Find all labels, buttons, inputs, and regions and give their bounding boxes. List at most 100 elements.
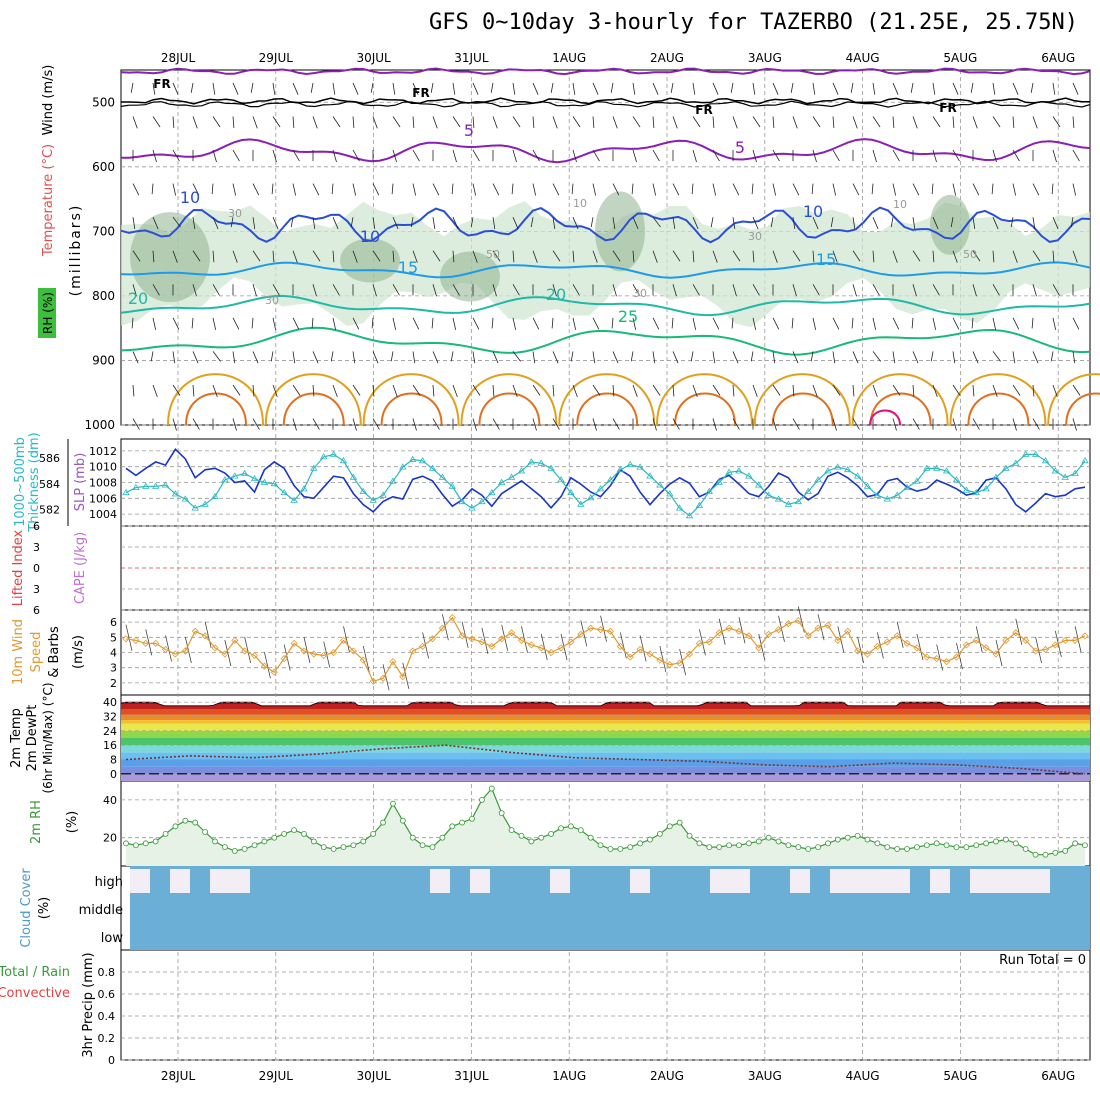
wind-barb xyxy=(811,183,814,195)
wind-barb xyxy=(712,116,715,128)
wind-barb xyxy=(752,82,756,95)
wind-speed-point xyxy=(646,650,654,658)
wind-barb xyxy=(272,284,280,296)
rh2m-point xyxy=(291,827,297,834)
wind-barb xyxy=(431,317,434,329)
wind-barb xyxy=(832,183,837,196)
wind-speed-point xyxy=(448,614,456,622)
wind-barb xyxy=(692,217,699,230)
wind-barb xyxy=(1052,284,1060,296)
wind-barb xyxy=(1012,149,1020,162)
wind-barb xyxy=(952,183,957,196)
wind-barb xyxy=(272,250,275,263)
pressure-tick-label: 900 xyxy=(92,353,115,367)
wind-tick-label: 3 xyxy=(110,662,117,675)
thickness-tick-label: 584 xyxy=(39,478,60,491)
wind-barb xyxy=(930,351,934,362)
rh2m-point xyxy=(261,838,268,845)
wind-barb xyxy=(692,116,701,128)
wind-barb xyxy=(932,317,937,330)
wind-barb xyxy=(852,217,856,229)
surface-wind-barb xyxy=(283,644,291,671)
wind-barb xyxy=(592,384,601,396)
wind-barb xyxy=(152,384,158,398)
slp-line xyxy=(125,448,1086,513)
wind-barb xyxy=(911,317,914,329)
thickness-point xyxy=(804,487,812,494)
surface-wind-barb xyxy=(343,626,350,653)
surface-wind-barb xyxy=(244,636,252,664)
rh2m-point xyxy=(399,817,406,824)
wind-barb xyxy=(852,183,860,196)
rh2m-point xyxy=(360,838,367,845)
wind-barb xyxy=(692,250,695,263)
top-day-label: 1AUG xyxy=(552,51,586,65)
top-day-label: 28JUL xyxy=(161,51,196,65)
precip-axis-label: 3hr Precip (mm) xyxy=(81,952,96,1057)
surface-wind-barb xyxy=(936,644,944,671)
wind-barb xyxy=(232,250,238,263)
wind-barb xyxy=(412,418,417,431)
thickness-point xyxy=(399,463,407,470)
thickness-point xyxy=(1031,450,1040,457)
thickness-point xyxy=(428,464,437,471)
rh-moist-core xyxy=(440,251,500,302)
thickness-point xyxy=(843,465,852,473)
surface-wind-barb xyxy=(857,636,864,664)
wind-barb xyxy=(392,217,399,230)
thickness-point xyxy=(784,500,793,507)
rh2m-point xyxy=(765,834,772,841)
wind-speed-point xyxy=(1051,641,1059,649)
rh2m-point xyxy=(666,823,673,830)
wind-barb xyxy=(372,250,381,262)
wind-barb xyxy=(892,418,897,431)
top-day-label: 3AUG xyxy=(748,51,782,65)
thickness-point xyxy=(834,463,842,470)
wind-barb xyxy=(312,250,321,262)
rh2m-point xyxy=(637,840,644,847)
isotherm-5 xyxy=(121,138,1091,164)
wind-barb xyxy=(272,82,276,95)
wind-barb xyxy=(470,217,474,228)
wind-barb xyxy=(512,149,517,163)
wind-barb xyxy=(692,317,697,330)
rh2m-point xyxy=(498,810,505,817)
rh2m-point xyxy=(726,842,732,849)
wind-barb xyxy=(1072,384,1081,396)
wind-speed-point xyxy=(260,662,268,670)
thickness-point xyxy=(616,465,625,473)
thickness-point xyxy=(201,500,209,507)
wind-speed-point xyxy=(705,638,713,646)
wind-barb xyxy=(492,284,497,297)
wind-speed-point xyxy=(656,656,664,664)
temperature-band xyxy=(121,759,1090,767)
isotherm-30-loop xyxy=(851,373,949,426)
isotherm-30-loop xyxy=(656,373,753,426)
wind-speed-point xyxy=(419,642,427,650)
rh2m-point xyxy=(1022,846,1029,852)
rh2m-point xyxy=(251,842,258,849)
rh2m-point xyxy=(241,846,248,852)
contour-label: 50 xyxy=(486,248,500,261)
wind-speed-point xyxy=(794,617,802,625)
wind-barb xyxy=(992,116,1001,128)
wind-barb xyxy=(1072,116,1075,128)
thickness-point xyxy=(458,497,466,505)
wind-barb xyxy=(332,116,341,128)
temperature-tick-label: 0 xyxy=(110,768,117,781)
wind-barb xyxy=(752,217,759,230)
wind-barb xyxy=(991,183,994,195)
rh2m-point xyxy=(132,842,139,849)
wind-speed-point xyxy=(755,644,763,652)
wind-speed-point xyxy=(280,655,288,663)
wind-barb xyxy=(1052,149,1057,163)
contour-label: 15 xyxy=(816,250,836,269)
wind-barb xyxy=(632,149,637,163)
isotherm-30-loop xyxy=(362,373,460,426)
rh2m-point xyxy=(736,842,742,849)
wind-speed-point xyxy=(310,650,318,658)
wind-barb xyxy=(312,217,316,229)
contour-label: 5 xyxy=(464,121,474,140)
thickness-point xyxy=(171,490,180,497)
wind-barb xyxy=(670,82,674,93)
